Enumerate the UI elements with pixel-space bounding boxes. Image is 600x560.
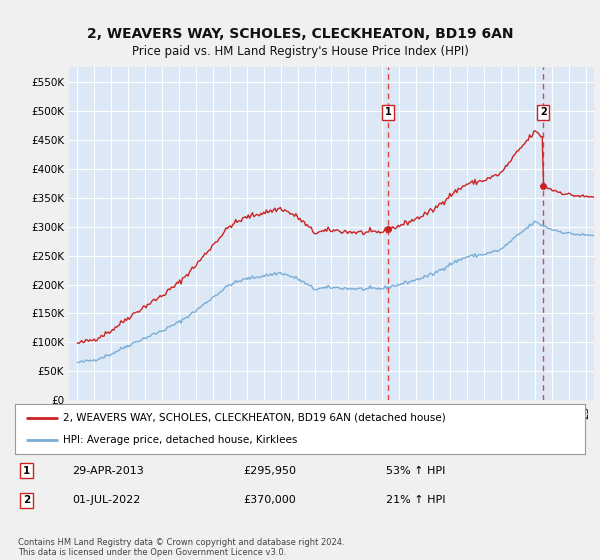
Text: 21% ↑ HPI: 21% ↑ HPI xyxy=(386,495,445,505)
Text: 1: 1 xyxy=(385,107,391,117)
Text: 2, WEAVERS WAY, SCHOLES, CLECKHEATON, BD19 6AN: 2, WEAVERS WAY, SCHOLES, CLECKHEATON, BD… xyxy=(87,27,513,41)
Text: 1: 1 xyxy=(23,465,30,475)
Text: 2: 2 xyxy=(23,495,30,505)
Text: £295,950: £295,950 xyxy=(243,465,296,475)
Text: 53% ↑ HPI: 53% ↑ HPI xyxy=(386,465,445,475)
Text: 29-APR-2013: 29-APR-2013 xyxy=(72,465,144,475)
Text: 01-JUL-2022: 01-JUL-2022 xyxy=(72,495,140,505)
Text: Price paid vs. HM Land Registry's House Price Index (HPI): Price paid vs. HM Land Registry's House … xyxy=(131,45,469,58)
Text: £370,000: £370,000 xyxy=(243,495,296,505)
Text: HPI: Average price, detached house, Kirklees: HPI: Average price, detached house, Kirk… xyxy=(64,435,298,445)
Text: Contains HM Land Registry data © Crown copyright and database right 2024.
This d: Contains HM Land Registry data © Crown c… xyxy=(18,538,344,557)
Text: 2: 2 xyxy=(540,107,547,117)
Text: 2, WEAVERS WAY, SCHOLES, CLECKHEATON, BD19 6AN (detached house): 2, WEAVERS WAY, SCHOLES, CLECKHEATON, BD… xyxy=(64,413,446,423)
